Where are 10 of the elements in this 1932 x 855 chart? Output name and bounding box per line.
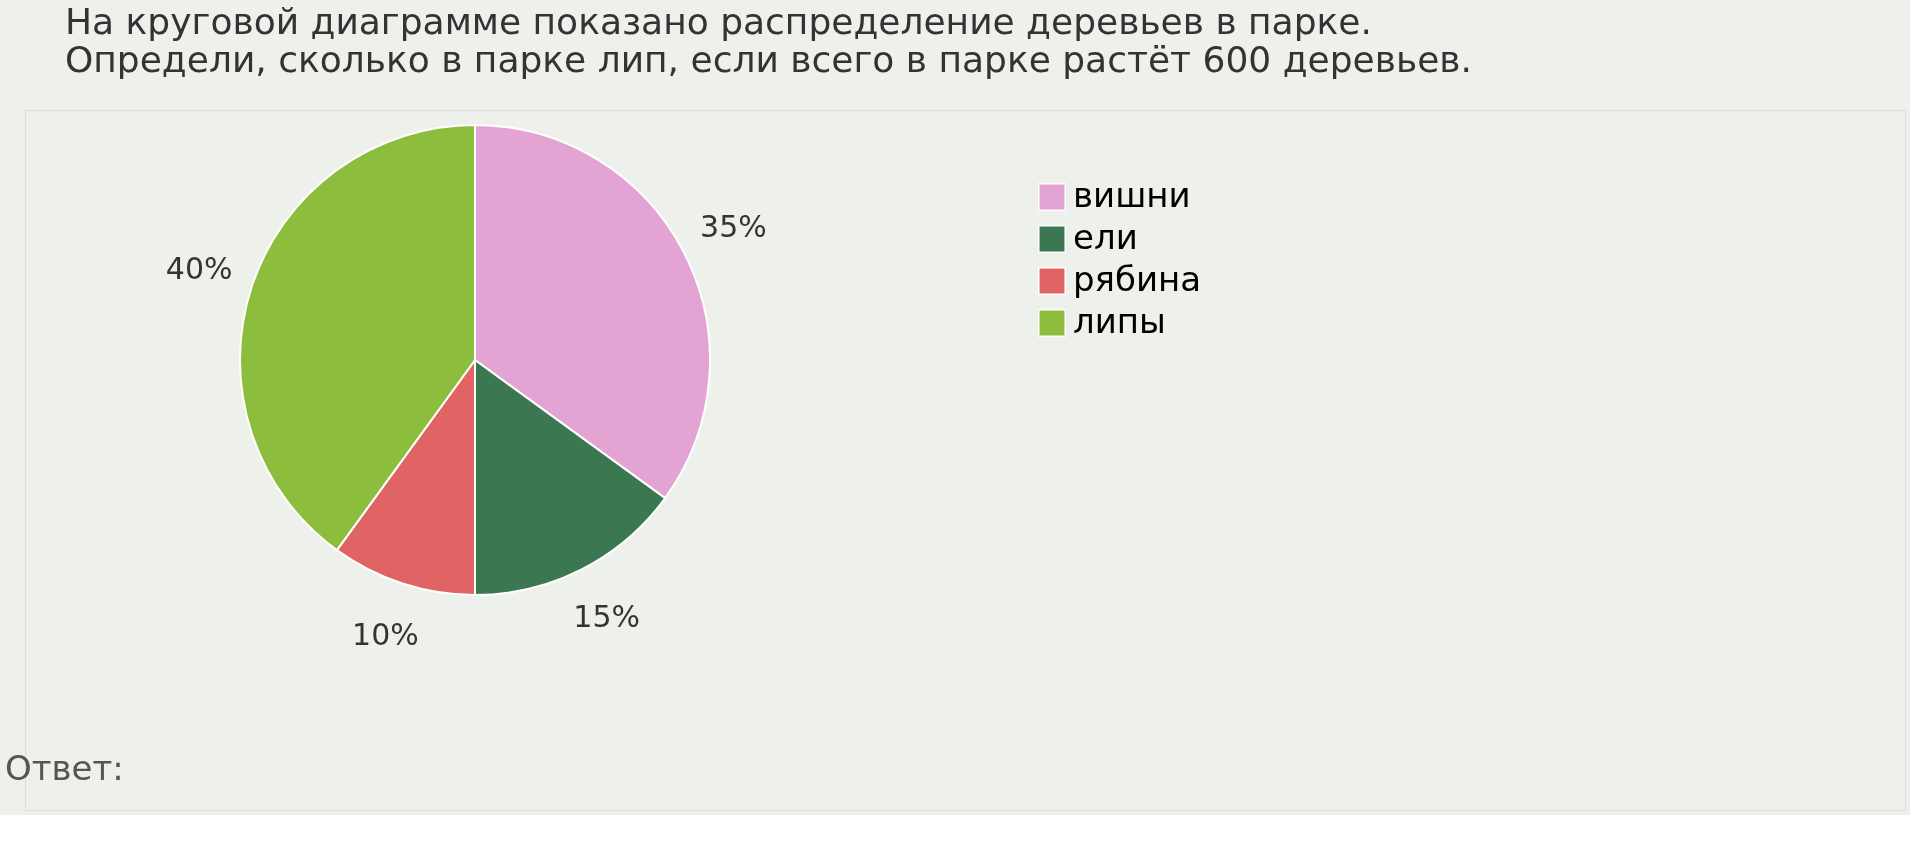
data-label: 10% bbox=[352, 616, 419, 652]
chart-title: На круговой диаграмме показано распределение деревьев в парке. Определи, сколько в парке лип, если всего в парке растёт 600 деревьев. bbox=[65, 1, 1472, 80]
data-label: 40% bbox=[165, 251, 233, 287]
legend-label: липы bbox=[1073, 301, 1166, 341]
legend-label: вишни bbox=[1073, 175, 1191, 215]
legend-label: рябина bbox=[1073, 259, 1202, 299]
text: Ответ: bbox=[5, 748, 124, 788]
data-label: 35% bbox=[700, 209, 767, 245]
data-label: 15% bbox=[573, 599, 640, 635]
legend-label: ели bbox=[1073, 217, 1138, 257]
